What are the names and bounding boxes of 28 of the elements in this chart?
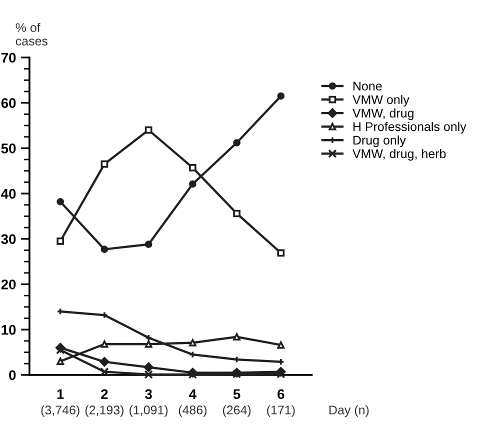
y-tick-label: 60 [1,98,16,108]
legend-label: VMW, drug [352,108,414,120]
text: (264) [222,405,251,417]
y-tick-label: 20 [1,280,16,290]
y-tick-label: 10 [2,324,16,335]
text: (171) [267,405,295,417]
y-tick-label: 70 [1,52,16,63]
y-axis-title: % of cases [16,22,48,46]
legend-label: None [353,82,382,91]
legend-label: H Professionals only [353,122,466,134]
x-tick-label: 2 [101,389,108,399]
legend-label: VMW only [352,94,410,107]
y-tick-label: 30 [1,234,16,244]
x-tick-label: 3 [145,389,152,400]
x-tick-label: 4 [189,389,196,399]
x-tick-label: 1 [57,389,64,399]
text: (2,193) [85,405,124,417]
text: (3,746) [41,405,80,417]
text: (486) [178,405,206,417]
legend-label: Drug only [353,135,406,148]
x-axis-title: Day (n) [329,405,369,417]
text: (1,091) [130,405,168,417]
legend-label: VMW, drug, herb [352,148,446,161]
y-tick-label: 50 [1,144,16,154]
x-tick-label: 6 [278,389,284,400]
y-tick-label: 0 [9,370,16,380]
y-tick-label: 40 [1,188,16,199]
x-tick-label: 5 [233,389,240,400]
